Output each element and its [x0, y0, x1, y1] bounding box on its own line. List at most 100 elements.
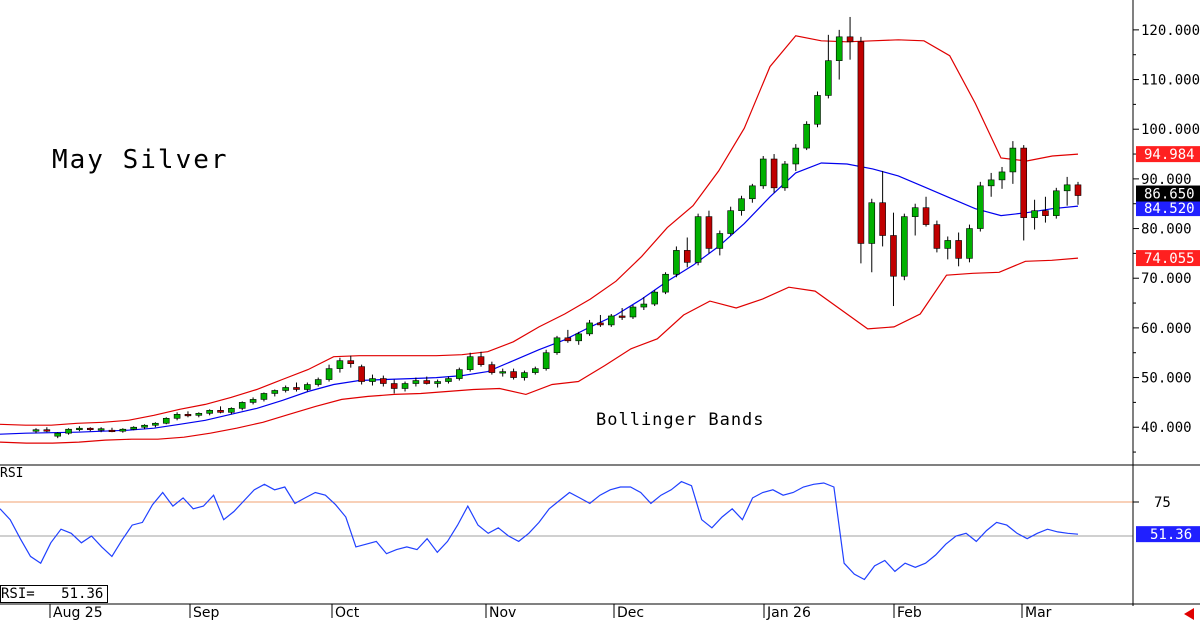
candle-body: [607, 315, 615, 326]
price-candle: [825, 34, 832, 99]
candle-body: [314, 379, 322, 385]
candle-body: [770, 158, 778, 189]
candle-body: [206, 410, 213, 414]
rsi-value-tag: 51.36: [1136, 526, 1200, 543]
candle-body: [380, 378, 387, 384]
candle-body: [803, 123, 810, 149]
candle-body: [304, 384, 311, 390]
price-candle: [401, 381, 409, 392]
price-candle: [521, 370, 528, 381]
candle-body: [162, 417, 170, 424]
candle-body: [369, 378, 376, 382]
candle-body: [260, 393, 268, 400]
candle-body: [347, 360, 355, 364]
candle-body: [521, 372, 528, 378]
candle-body: [966, 228, 973, 259]
price-candle: [640, 297, 648, 311]
middle-band-tag: 84.520: [1136, 200, 1200, 217]
candle-body: [434, 381, 441, 384]
scroll-left-arrow-icon[interactable]: [1184, 608, 1194, 620]
price-candle: [564, 329, 572, 343]
candle-body: [879, 202, 886, 236]
price-candle: [336, 357, 344, 373]
candle-body: [358, 366, 365, 382]
lower-band-tag-text: 74.055: [1144, 251, 1195, 267]
candle-body: [195, 413, 203, 416]
price-candle: [944, 236, 952, 260]
price-candle: [43, 427, 51, 433]
rsi-tick-label: 75: [1154, 495, 1171, 511]
candle-body: [1063, 184, 1071, 192]
candle-body: [716, 233, 724, 249]
price-candle: [759, 156, 767, 189]
price-candle: [423, 376, 431, 385]
candle-body: [640, 303, 648, 308]
price-candle: [868, 198, 876, 273]
last-price-tag-text: 86.650: [1144, 187, 1195, 203]
candle-body: [1053, 190, 1060, 216]
upper-band-tag-bg: [1136, 146, 1200, 163]
candle-body: [1042, 210, 1049, 216]
candle-body: [456, 369, 463, 379]
candle-body: [998, 171, 1006, 181]
rsi-pane: [0, 480, 1133, 581]
candle-body: [184, 414, 192, 417]
candle-body: [173, 414, 181, 419]
candle-body: [54, 432, 61, 437]
time-tick-label: Feb: [897, 605, 922, 621]
price-candle: [97, 427, 105, 433]
price-candle: [629, 305, 637, 319]
price-candle: [716, 230, 724, 256]
price-candle: [325, 364, 333, 382]
price-candle: [1074, 181, 1082, 205]
price-candle: [510, 368, 517, 380]
price-candle: [488, 361, 496, 375]
rsi-value-tag-text: 51.36: [1150, 527, 1192, 543]
candle-body: [477, 356, 485, 365]
candle-body: [412, 380, 420, 384]
candle-body: [977, 185, 984, 229]
candle-body: [1031, 210, 1038, 218]
candle-body: [749, 185, 756, 200]
price-candle: [369, 374, 376, 386]
price-candle: [293, 382, 300, 392]
candle-body: [1020, 147, 1028, 218]
candle-body: [488, 364, 496, 373]
price-candle: [119, 428, 127, 433]
candle-body: [825, 60, 832, 96]
price-candle: [238, 401, 246, 411]
price-candle: [1020, 145, 1028, 241]
price-candle: [456, 367, 463, 381]
lower-band-tag: 74.055: [1136, 250, 1200, 267]
price-candle: [249, 397, 257, 405]
candle-body: [575, 333, 582, 342]
time-tick-label: Jan 26: [766, 605, 811, 621]
price-candle: [162, 417, 170, 425]
time-tick-label: Nov: [489, 605, 516, 621]
candle-body: [271, 390, 279, 394]
price-candle: [314, 377, 322, 387]
price-candle: [607, 313, 615, 327]
price-candle: [933, 220, 941, 253]
price-candle: [217, 406, 224, 414]
price-candle: [814, 91, 821, 128]
price-candle: [803, 121, 810, 151]
candle-body: [694, 216, 702, 263]
price-candle: [879, 170, 886, 247]
price-candle: [651, 290, 658, 307]
candle-body: [662, 273, 669, 293]
candle-body: [922, 207, 930, 225]
last-price-tag-bg: [1136, 185, 1200, 202]
rsi-pane-label: RSI: [0, 466, 24, 481]
price-candle: [141, 424, 148, 430]
bollinger-bands-label: Bollinger Bands: [596, 410, 765, 430]
price-pane: [0, 16, 1082, 444]
price-candle: [130, 426, 137, 431]
candle-body: [673, 250, 680, 275]
candle-body: [1009, 147, 1017, 173]
price-candle: [1063, 176, 1071, 206]
candle-body: [32, 429, 40, 432]
rsi-readout: RSI= 51.36: [0, 585, 109, 603]
price-candle: [32, 428, 40, 434]
price-candle: [445, 376, 452, 384]
